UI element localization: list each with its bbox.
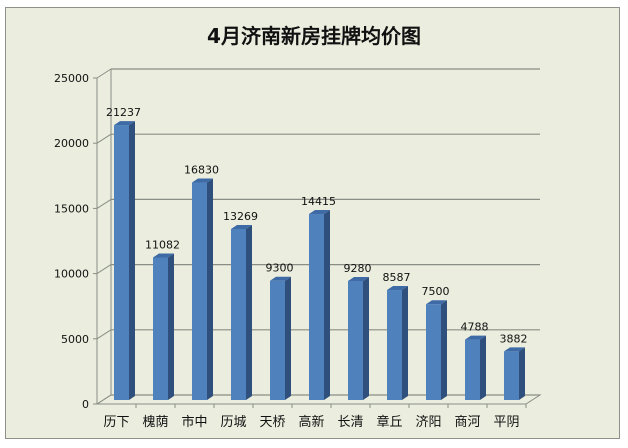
x-tick-label: 高新 xyxy=(298,414,324,430)
data-label: 8587 xyxy=(383,271,411,284)
data-label: 7500 xyxy=(422,285,450,298)
bar xyxy=(153,257,168,400)
bar-side xyxy=(168,253,174,400)
bar-side xyxy=(441,300,447,400)
x-tick-label: 平阴 xyxy=(493,415,519,430)
bar-side xyxy=(324,210,330,400)
bar xyxy=(426,304,441,400)
bar-top xyxy=(426,300,447,305)
bar-side xyxy=(207,178,213,400)
gridline-depth xyxy=(96,68,112,79)
gridline-depth xyxy=(96,264,112,275)
floor xyxy=(95,394,542,405)
bar xyxy=(309,214,324,400)
bar-top xyxy=(465,335,486,340)
bar-side xyxy=(402,286,408,400)
bar xyxy=(270,280,285,400)
data-label: 11082 xyxy=(145,238,180,251)
x-tick-label: 历城 xyxy=(220,415,246,430)
y-tick-label: 25000 xyxy=(54,72,89,85)
bar-top xyxy=(231,224,252,229)
data-label: 9280 xyxy=(344,262,372,275)
bar-side xyxy=(363,276,369,400)
x-tick-label: 商河 xyxy=(454,415,480,430)
bar xyxy=(348,280,363,400)
y-tick-label: 5000 xyxy=(61,333,89,346)
y-tick-label: 0 xyxy=(82,398,89,411)
bar xyxy=(192,182,207,400)
bar xyxy=(114,125,129,400)
data-label: 21237 xyxy=(106,106,141,119)
data-label: 16830 xyxy=(184,164,219,177)
bar-top xyxy=(348,276,369,281)
bar-top xyxy=(309,210,330,215)
bar-side xyxy=(519,347,525,400)
y-tick-label: 20000 xyxy=(54,137,89,150)
bar xyxy=(504,351,519,400)
data-label: 9300 xyxy=(266,262,294,275)
gridline-depth xyxy=(96,133,112,144)
chart-title: 4月济南新房挂牌均价图 xyxy=(207,24,421,48)
x-tick-label: 天桥 xyxy=(259,415,285,430)
bar-top xyxy=(114,121,135,126)
bar xyxy=(387,290,402,400)
bar-top xyxy=(270,276,291,281)
x-tick-label: 长清 xyxy=(337,415,363,430)
x-tick-label: 章丘 xyxy=(376,414,402,430)
data-label: 14415 xyxy=(301,195,336,208)
bar-side xyxy=(129,121,135,400)
x-tick-label: 市中 xyxy=(181,414,207,430)
gridline-depth xyxy=(96,198,112,209)
bar-top xyxy=(387,286,408,291)
bar-top xyxy=(504,347,525,352)
y-tick-label: 10000 xyxy=(54,268,89,281)
bar xyxy=(465,339,480,400)
bar-top xyxy=(192,178,213,183)
data-label: 3882 xyxy=(500,332,528,345)
gridline-depth xyxy=(96,329,112,340)
x-tick-label: 济阳 xyxy=(415,415,441,430)
x-tick-label: 历下 xyxy=(103,415,129,430)
y-tick-label: 15000 xyxy=(54,202,89,215)
bar-top xyxy=(153,253,174,258)
x-tick-label: 槐荫 xyxy=(142,414,168,430)
bar-side xyxy=(285,276,291,400)
data-label: 4788 xyxy=(461,321,489,334)
bar xyxy=(231,228,246,400)
bar-side xyxy=(246,224,252,400)
bar-side xyxy=(480,335,486,400)
data-label: 13269 xyxy=(223,210,258,223)
